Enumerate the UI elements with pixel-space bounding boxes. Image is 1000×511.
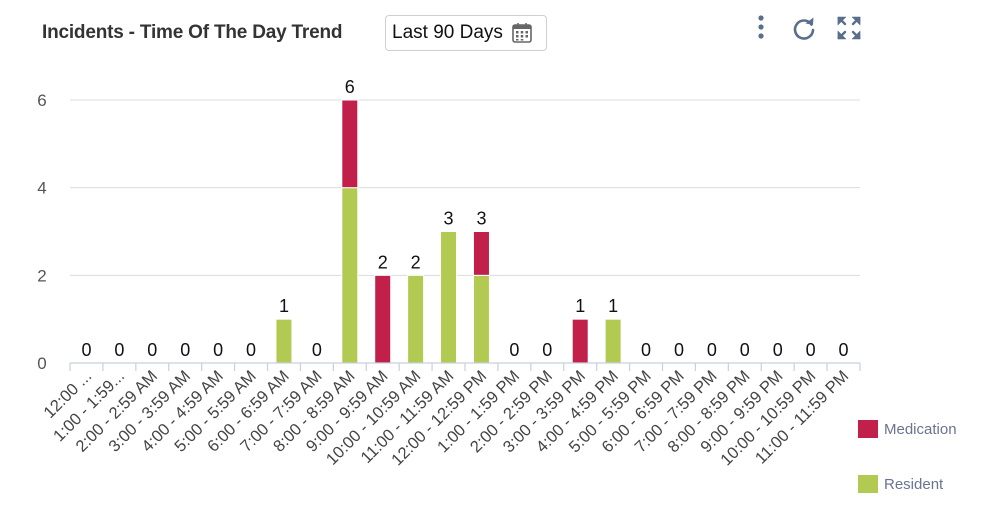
date-range-label: Last 90 Days [392,22,503,43]
bar-resident[interactable] [275,318,293,364]
legend-label-medication[interactable]: Medication [884,421,957,438]
legend-label-resident[interactable]: Resident [884,476,944,493]
data-label: 0 [542,340,552,360]
data-label: 1 [279,296,289,316]
more-vertical-icon [758,15,764,39]
data-label: 0 [81,340,91,360]
fullscreen-button[interactable] [834,12,864,44]
data-label: 0 [246,340,256,360]
bar-resident[interactable] [604,318,622,364]
data-label: 0 [839,340,849,360]
legend-swatch-resident[interactable] [858,475,878,493]
y-tick-label: 4 [37,179,46,198]
bar-resident[interactable] [341,187,359,364]
data-label: 0 [147,340,157,360]
bar-resident[interactable] [440,231,458,364]
data-label: 0 [740,340,750,360]
bar-resident[interactable] [407,274,425,364]
y-tick-label: 6 [37,91,46,110]
calendar-icon [511,22,533,44]
data-label: 6 [345,77,355,97]
data-label: 3 [444,209,454,229]
widget-title: Incidents - Time Of The Day Trend [42,22,343,43]
bar-medication[interactable] [472,231,490,276]
date-range-selector[interactable]: Last 90 Days [385,15,547,51]
fullscreen-icon [837,16,861,40]
data-label: 0 [114,340,124,360]
data-label: 0 [707,340,717,360]
data-label: 0 [180,340,190,360]
data-label: 0 [213,340,223,360]
data-label: 3 [476,209,486,229]
data-label: 0 [806,340,816,360]
data-label: 1 [575,296,585,316]
data-label: 1 [608,296,618,316]
data-label: 0 [641,340,651,360]
data-label: 0 [312,340,322,360]
data-label: 0 [674,340,684,360]
bar-medication[interactable] [571,318,589,364]
refresh-icon [793,17,815,40]
data-label: 0 [773,340,783,360]
data-label: 2 [378,252,388,272]
bar-medication[interactable] [341,99,359,189]
bar-medication[interactable] [374,274,392,364]
more-options-button[interactable] [746,12,776,44]
y-tick-label: 0 [37,354,46,373]
legend-swatch-medication[interactable] [858,420,878,438]
data-label: 0 [509,340,519,360]
y-tick-label: 2 [37,266,46,285]
bar-resident[interactable] [472,274,490,364]
data-label: 2 [411,252,421,272]
refresh-button[interactable] [789,12,819,44]
